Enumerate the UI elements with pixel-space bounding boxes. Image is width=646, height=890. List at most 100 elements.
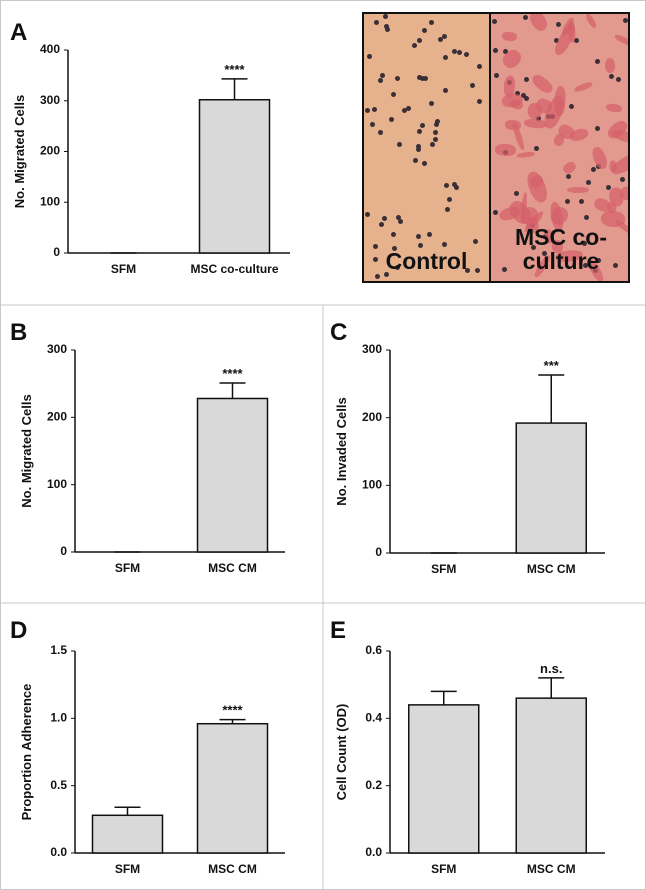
cell-dot [441,34,447,40]
panel-letter: B [10,319,27,346]
cell-dot [378,130,384,136]
cell-dot [595,58,601,64]
cell-dot [396,141,402,147]
y-tick-label: 1.5 [50,643,67,657]
cell-dot [608,73,614,79]
y-tick-label: 0.5 [50,778,67,792]
y-axis-label: Proportion Adherence [19,684,34,821]
cell-dot [443,55,449,61]
cell-dot [382,216,388,222]
cell-dot [392,245,398,251]
cell-dot [533,146,539,152]
cell-dot [422,75,428,81]
significance-label: **** [222,703,243,718]
y-tick-label: 300 [40,93,60,107]
cell-dot [421,160,427,166]
cell-dot [417,37,423,43]
cell-dot [384,272,390,278]
cell-dot [582,241,588,247]
y-tick-label: 0.0 [365,845,382,859]
panel-letter: D [10,617,27,644]
y-tick-label: 100 [362,478,382,492]
y-tick-label: 200 [47,410,67,424]
cell-dot [374,273,380,279]
cell-dot [422,27,428,33]
panel-letter: E [330,617,346,644]
cell-dot [465,267,471,273]
bar [515,697,587,854]
y-tick-label: 200 [40,144,60,158]
cell-dot [441,241,447,247]
cell-dot [395,214,401,220]
cell-dot [591,166,597,172]
cell-blob [527,14,550,34]
cell-dot [373,244,379,250]
significance-label: **** [222,366,243,381]
cell-dot [383,14,389,20]
cell-dot [594,126,600,132]
cell-dot [428,100,434,106]
x-tick-label: MSC CM [208,862,257,876]
x-tick-label: SFM [431,862,456,876]
x-tick-label: MSC CM [208,561,257,575]
cell-dot [411,42,417,48]
cell-dot [373,256,379,262]
y-tick-label: 100 [40,194,60,208]
cell-dot [427,231,433,237]
x-tick-label: MSC CM [527,562,576,576]
significance-label: **** [224,62,245,77]
cell-dot [457,49,463,55]
x-tick-label: SFM [111,262,136,276]
y-tick-label: 400 [40,42,60,56]
y-axis-label: No. Invaded Cells [334,397,349,505]
cell-dot [476,63,482,69]
cell-blob [561,159,578,175]
micrograph: Control MSC co-culture [362,12,630,283]
bar [198,98,271,254]
y-tick-label: 200 [362,410,382,424]
cell-dot [429,20,435,26]
y-tick-label: 0.0 [50,845,67,859]
y-axis-label: No. Migrated Cells [19,394,34,507]
micrograph-msc: MSC co-culture [491,14,628,281]
cell-blob [529,71,556,96]
cell-dot [474,268,480,274]
cell-dot [395,76,401,81]
cell-dot [437,36,443,42]
cell-dot [391,91,397,97]
cell-dot [568,104,574,110]
cell-dot [463,52,469,58]
y-axis-label: No. Migrated Cells [12,95,27,208]
y-tick-label: 1.0 [50,711,67,725]
micrograph-label: Control [385,248,468,274]
cell-dot [397,218,403,224]
cell-dot [433,121,439,127]
cell-dot [417,129,423,135]
x-tick-label: SFM [115,862,140,876]
cell-dot [395,264,401,270]
bar [196,397,269,553]
bar [408,704,480,854]
y-tick-label: 0 [53,245,60,259]
cell-dot [578,198,584,204]
cell-dot [420,122,426,128]
cell-dot [473,239,479,245]
cell-dot [453,185,459,191]
cell-dot [415,233,421,239]
y-tick-label: 0.2 [365,778,382,792]
y-tick-label: 0 [60,544,67,558]
y-tick-label: 0 [375,545,382,559]
cell-dot [402,107,408,113]
cell-dot [391,231,397,237]
cell-blob [504,119,521,131]
cell-blob [613,33,628,48]
panel-letter: A [10,19,27,46]
cell-dot [369,122,375,127]
micrograph-label: MSC co-culture [515,224,607,274]
panel-letter: C [330,319,347,346]
significance-label: *** [544,358,560,373]
cell-dot [384,27,390,33]
cell-blob [523,118,547,130]
bar [515,422,587,554]
